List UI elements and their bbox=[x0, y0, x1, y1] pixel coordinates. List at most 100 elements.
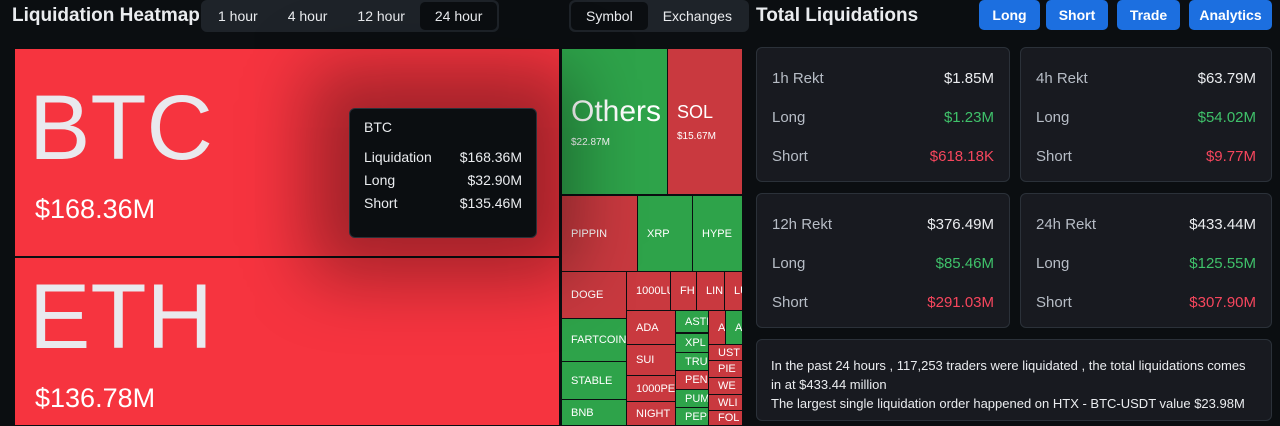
heatmap-cell[interactable]: PIPPIN bbox=[561, 195, 638, 272]
heatmap-cell[interactable]: FH bbox=[670, 271, 697, 311]
card-label: 4h Rekt bbox=[1036, 70, 1088, 87]
cell-label: SOL bbox=[677, 101, 714, 122]
card-label: 24h Rekt bbox=[1036, 216, 1097, 233]
time-tabs: 1 hour 4 hour 12 hour 24 hour bbox=[201, 0, 500, 32]
card: 12h Rekt $376.49M Long $85.46M Short $291.03M bbox=[756, 193, 1010, 328]
cell-label: HYPE bbox=[702, 227, 732, 240]
cell-label: PIE bbox=[718, 363, 736, 375]
heatmap-cell[interactable]: WE bbox=[708, 377, 743, 395]
heatmap-cell[interactable]: TRU bbox=[675, 352, 709, 371]
heatmap-cell[interactable]: A bbox=[708, 310, 726, 345]
cell-label: ASTE bbox=[685, 315, 708, 328]
heatmap-cell[interactable]: SOL $15.67M bbox=[667, 48, 743, 195]
cell-label: STABLE bbox=[571, 374, 613, 387]
card-row: Long $1.23M bbox=[757, 98, 1009, 137]
heatmap-cell[interactable]: NIGHT bbox=[626, 401, 676, 426]
card-row: Long $54.02M bbox=[1021, 98, 1271, 137]
card-label: Long bbox=[772, 255, 806, 272]
card-row: Long $85.46M bbox=[757, 244, 1009, 283]
time-tab[interactable]: 4 hour bbox=[287, 8, 328, 24]
time-tab[interactable]: 24 hour bbox=[419, 2, 498, 30]
heatmap-cell[interactable]: ADA bbox=[626, 310, 676, 345]
cell-label: PUM bbox=[685, 392, 709, 405]
cell-label: WLI bbox=[718, 396, 738, 409]
heatmap-cell[interactable]: STABLE bbox=[561, 361, 627, 400]
card-label: Short bbox=[772, 294, 808, 311]
card-label: 1h Rekt bbox=[772, 70, 824, 87]
card-label: Long bbox=[1036, 109, 1070, 126]
cell-label: WE bbox=[718, 380, 736, 392]
heatmap-cell[interactable]: BNB bbox=[561, 399, 627, 426]
card-label: Long bbox=[772, 109, 806, 126]
card: 1h Rekt $1.85M Long $1.23M Short $618.18K bbox=[756, 47, 1010, 182]
tooltip-value: $168.36M bbox=[459, 149, 522, 165]
button[interactable]: Long bbox=[979, 0, 1040, 30]
heatmap-cell[interactable]: PIE bbox=[708, 360, 743, 378]
heatmap-cell[interactable]: 1000LU bbox=[626, 271, 671, 311]
button[interactable]: Short bbox=[1046, 0, 1108, 30]
card-label: Short bbox=[1036, 294, 1072, 311]
heatmap-cell[interactable]: 1000PE bbox=[626, 375, 676, 402]
heatmap-cell[interactable]: FOL bbox=[708, 410, 743, 426]
cell-label: ETH bbox=[29, 266, 213, 368]
tooltip-title: BTC bbox=[364, 119, 392, 135]
card-value: $85.46M bbox=[935, 255, 994, 272]
heatmap-cell[interactable]: LU bbox=[724, 271, 743, 311]
tooltip-label: Liquidation bbox=[364, 149, 432, 165]
heatmap-cell[interactable]: HYPE bbox=[692, 195, 743, 272]
cell-label: UST bbox=[718, 346, 740, 359]
heatmap-cell[interactable]: FARTCOIN bbox=[561, 318, 627, 362]
page-title: Liquidation Heatmap bbox=[12, 5, 200, 26]
heatmap-cell[interactable]: UST bbox=[708, 344, 743, 361]
card-label: Short bbox=[772, 148, 808, 165]
heatmap-cell[interactable]: A bbox=[725, 310, 743, 345]
cell-label: 1000LU bbox=[636, 285, 671, 297]
tooltip-value: $135.46M bbox=[459, 195, 522, 211]
heatmap-cell[interactable]: DOGE bbox=[561, 271, 627, 319]
tooltip-label: Long bbox=[364, 172, 396, 188]
card-value: $376.49M bbox=[927, 216, 994, 233]
card-value: $433.44M bbox=[1189, 216, 1256, 233]
card-label: Long bbox=[1036, 255, 1070, 272]
view-tab[interactable]: Exchanges bbox=[662, 8, 732, 24]
view-tab[interactable]: Symbol bbox=[571, 2, 648, 30]
time-tab[interactable]: 12 hour bbox=[357, 8, 405, 24]
cell-label: 1000PE bbox=[636, 382, 676, 395]
heatmap-cell[interactable]: XPL bbox=[675, 333, 709, 353]
cell-label: ADA bbox=[636, 321, 659, 334]
cell-label: XRP bbox=[647, 227, 670, 240]
cell-label: BTC bbox=[29, 77, 213, 179]
heatmap-cell[interactable]: SUI bbox=[626, 344, 676, 376]
card: 24h Rekt $433.44M Long $125.55M Short $307.90… bbox=[1020, 193, 1272, 328]
heatmap-cell[interactable]: Others $22.87M bbox=[561, 48, 668, 195]
tooltip-value: $32.90M bbox=[467, 172, 522, 188]
summary-line: The largest single liquidation order hap… bbox=[771, 396, 1245, 411]
heatmap-cell[interactable]: WLI bbox=[708, 394, 743, 411]
heatmap-cell[interactable]: ETH $136.78M bbox=[14, 257, 560, 426]
cell-label: LIN bbox=[706, 285, 724, 297]
panel-title: Total Liquidations bbox=[756, 5, 919, 26]
button[interactable]: Trade bbox=[1117, 0, 1180, 30]
cell-value: $15.67M bbox=[677, 130, 716, 142]
heatmap-cell[interactable]: PENG bbox=[675, 370, 709, 390]
cell-label: PEPE bbox=[685, 410, 708, 423]
heatmap-cell[interactable]: LIN bbox=[696, 271, 725, 311]
heatmap-cell[interactable]: ASTE bbox=[675, 310, 709, 333]
card-value: $1.23M bbox=[943, 109, 994, 126]
heatmap-cell[interactable]: PUM bbox=[675, 389, 709, 408]
heatmap-cell[interactable]: XRP bbox=[637, 195, 693, 272]
cell-label: FOL bbox=[718, 412, 740, 424]
cell-label: Others bbox=[571, 95, 662, 128]
tooltip: BTC Liquidation $168.36M Long $32.90M Short $… bbox=[349, 108, 537, 238]
tooltip-row: Liquidation $168.36M bbox=[364, 149, 522, 172]
cell-label: FARTCOIN bbox=[571, 334, 627, 346]
cell-label: TRU bbox=[685, 355, 708, 368]
summary-line: In the past 24 hours , 117,253 traders w… bbox=[771, 358, 1246, 392]
cell-label: PENG bbox=[685, 374, 708, 386]
card-value: $9.77M bbox=[1205, 148, 1256, 165]
time-tab[interactable]: 1 hour bbox=[218, 8, 258, 24]
cell-label: NIGHT bbox=[636, 407, 671, 420]
cell-label: FH bbox=[680, 285, 695, 297]
button[interactable]: Analytics bbox=[1189, 0, 1272, 30]
heatmap-cell[interactable]: PEPE bbox=[675, 407, 709, 426]
